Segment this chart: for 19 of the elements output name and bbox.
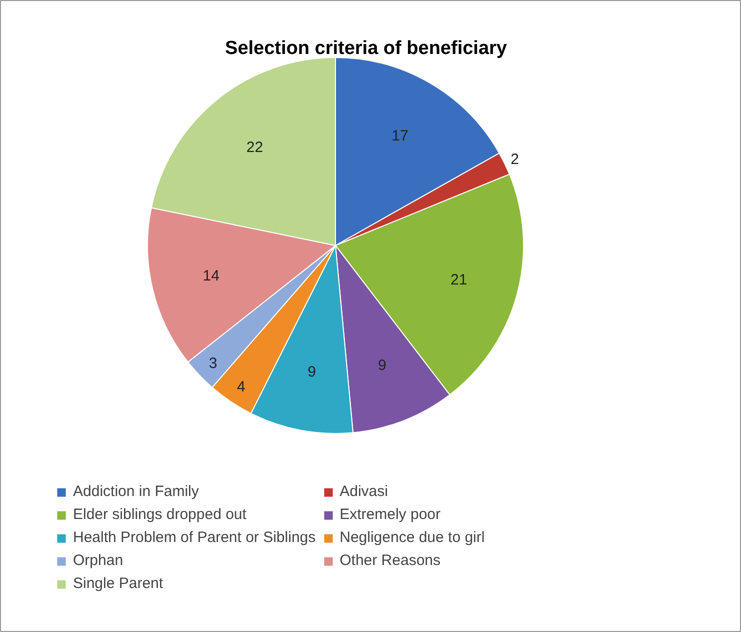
data-label: 17 xyxy=(392,128,408,145)
data-label: 21 xyxy=(450,271,468,288)
legend-label: Negligence due to girl xyxy=(340,529,485,546)
legend-label: Extremely poor xyxy=(340,506,440,523)
legend-label: Elder siblings dropped out xyxy=(73,506,246,523)
legend-label: Addiction in Family xyxy=(73,483,199,500)
chart-title: Selection criteria of beneficiary xyxy=(225,38,508,59)
legend-label: Single Parent xyxy=(73,575,164,592)
data-label: 3 xyxy=(208,354,218,372)
legend-label: Orphan xyxy=(73,552,124,569)
data-label: 14 xyxy=(202,268,220,285)
legend-label: Adivasi xyxy=(340,483,388,500)
data-label: 2 xyxy=(510,151,520,168)
data-label: 22 xyxy=(246,138,264,156)
legend-label: Health Problem of Parent or Siblings xyxy=(73,529,316,546)
legend-label: Other Reasons xyxy=(340,552,441,569)
data-label: 4 xyxy=(237,378,246,396)
data-label: 9 xyxy=(308,364,316,381)
data-label: 9 xyxy=(378,357,386,374)
